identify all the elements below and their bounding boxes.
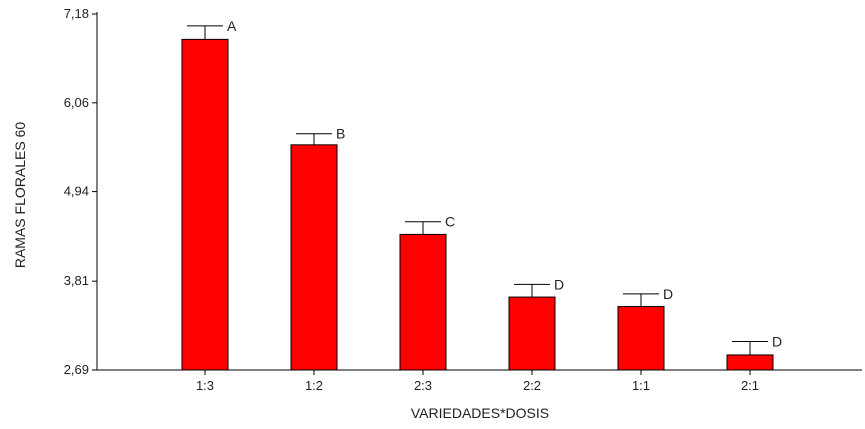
significance-letter: B bbox=[336, 126, 345, 142]
bar bbox=[399, 233, 447, 371]
x-tick-label: 1:3 bbox=[196, 378, 214, 393]
x-tick-label: 1:1 bbox=[632, 378, 650, 393]
y-tick-label: 2,69 bbox=[64, 362, 89, 377]
bar bbox=[508, 296, 556, 371]
bar bbox=[726, 354, 774, 371]
bar bbox=[181, 38, 229, 371]
x-axis-title: VARIEDADES*DOSIS bbox=[411, 405, 549, 421]
y-tick-label: 7,18 bbox=[64, 6, 89, 21]
y-tick-label: 4,94 bbox=[64, 184, 89, 199]
y-tick-label: 6,06 bbox=[64, 95, 89, 110]
bar bbox=[617, 306, 665, 371]
x-tick-label: 2:3 bbox=[414, 378, 432, 393]
y-tick-label: 3,81 bbox=[64, 273, 89, 288]
significance-letter: D bbox=[663, 286, 673, 302]
x-tick-label: 2:1 bbox=[741, 378, 759, 393]
x-tick-label: 1:2 bbox=[305, 378, 323, 393]
plot-area: 2,69 3,81 4,94 6,06 7,18 A 1:3 B 1:2 C 2:3 D 2:2 D 1:1… bbox=[64, 6, 862, 393]
significance-letter: D bbox=[772, 333, 782, 349]
significance-letter: A bbox=[227, 18, 237, 34]
x-tick-label: 2:2 bbox=[523, 378, 541, 393]
significance-letter: D bbox=[554, 276, 564, 292]
significance-letter: C bbox=[445, 214, 455, 230]
bar bbox=[290, 144, 338, 371]
y-axis-title: RAMAS FLORALES 60 bbox=[12, 122, 28, 268]
